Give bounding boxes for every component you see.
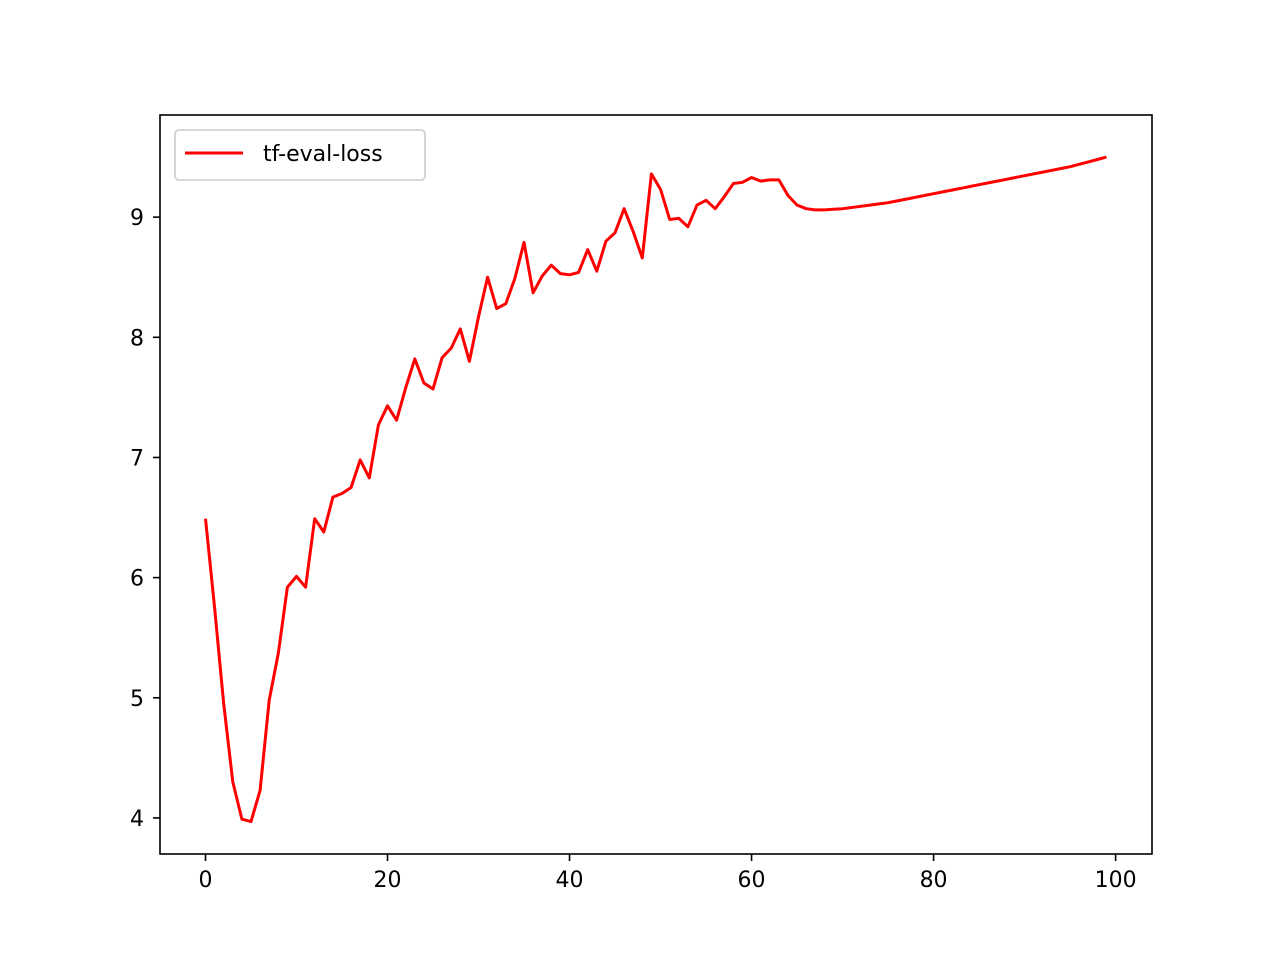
y-axis-ticks: 4 5 6 7 8 9 bbox=[130, 206, 160, 832]
y-tick-label: 4 bbox=[130, 807, 144, 832]
x-tick-label: 20 bbox=[374, 868, 402, 893]
x-axis-ticks: 0 20 40 60 80 100 bbox=[199, 854, 1137, 893]
legend-box bbox=[174, 129, 426, 181]
x-tick-label: 80 bbox=[920, 868, 948, 893]
y-tick-label: 7 bbox=[130, 446, 144, 471]
plot-frame bbox=[159, 114, 1153, 855]
x-tick-label: 60 bbox=[738, 868, 766, 893]
y-tick-label: 6 bbox=[130, 567, 144, 592]
y-tick-label: 5 bbox=[130, 687, 144, 712]
x-tick-label: 0 bbox=[199, 868, 213, 893]
plot-area bbox=[160, 115, 1152, 854]
y-tick-label: 8 bbox=[130, 326, 144, 351]
legend-label: tf-eval-loss bbox=[263, 142, 383, 167]
series-line-tf-eval-loss bbox=[204, 155, 1107, 824]
x-tick-label: 100 bbox=[1095, 868, 1137, 893]
y-tick-label: 9 bbox=[130, 206, 144, 231]
x-tick-label: 40 bbox=[556, 868, 584, 893]
legend: tf-eval-loss bbox=[174, 129, 426, 181]
